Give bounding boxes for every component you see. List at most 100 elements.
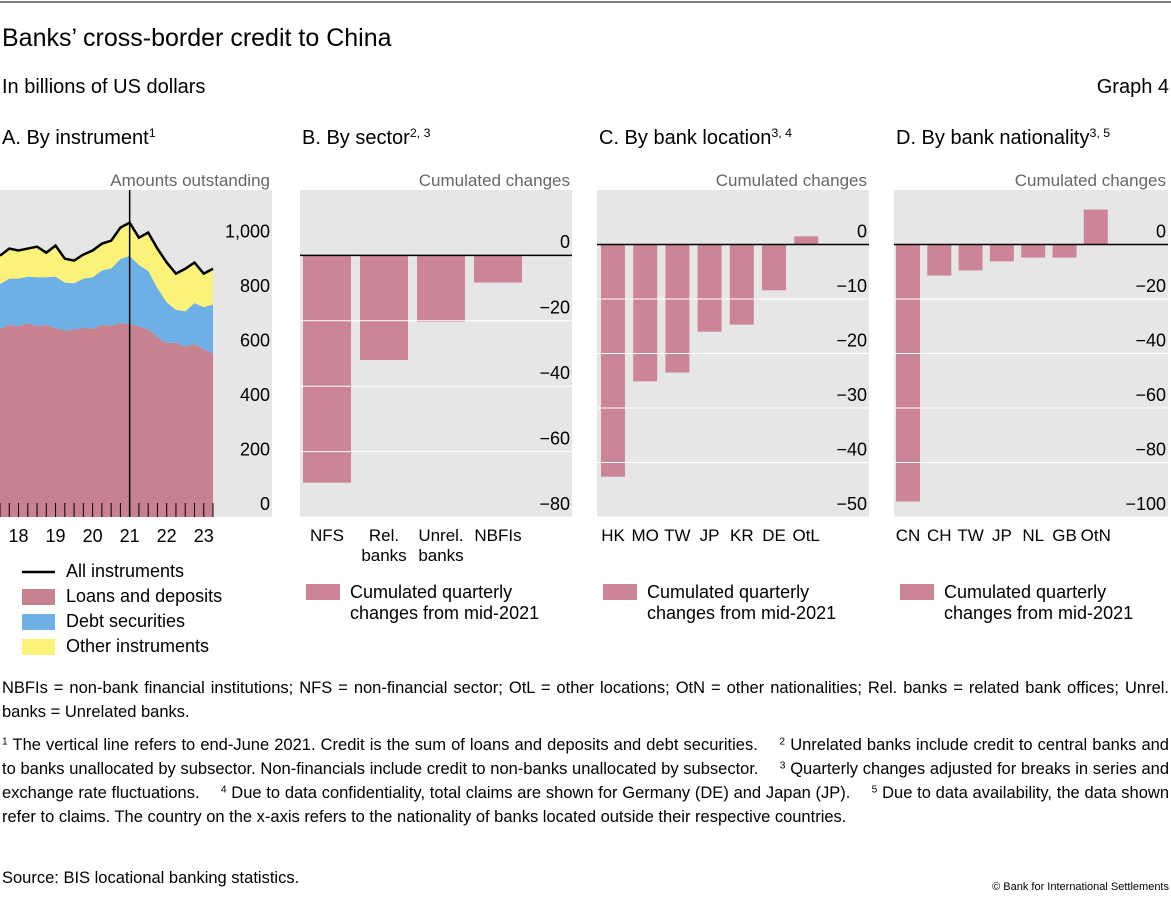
bar: [417, 255, 465, 322]
x-tick-label: DE: [762, 526, 786, 545]
x-tick-label: NBFIs: [474, 526, 522, 545]
x-tick-label: NL: [1022, 526, 1045, 545]
y-tick-label: 0: [260, 494, 270, 514]
x-tick-label: MO: [631, 526, 659, 545]
bar: [1052, 244, 1077, 258]
x-tick-label: NFS: [310, 526, 344, 545]
x-tick-label: CN: [895, 526, 921, 545]
legend-label: Cumulated quarterly changes from mid-202…: [944, 582, 1134, 623]
bar: [762, 244, 786, 291]
bar: [633, 244, 658, 382]
footnote-text: Due to data availability, the data shown…: [2, 784, 1170, 826]
x-tick-label: Rel. banks: [361, 526, 407, 565]
panel-title-note: 3, 4: [771, 126, 792, 141]
abbreviations: NBFIs = non-bank financial institutions;…: [2, 679, 1169, 721]
bar: [958, 244, 983, 271]
bar: [989, 244, 1014, 262]
y-tick-label: −50: [836, 494, 867, 514]
bar: [360, 255, 408, 361]
x-tick-label: TW: [957, 526, 984, 545]
y-tick-label: −20: [1135, 276, 1166, 296]
bar: [665, 244, 690, 373]
x-tick-label: 20: [83, 526, 103, 546]
bar: [896, 244, 920, 502]
footnote-text: The vertical line refers to end-June 202…: [12, 736, 758, 754]
title: Banks’ cross-border credit to China: [2, 24, 392, 52]
y-tick-label: 800: [240, 276, 270, 296]
x-tick-label: 22: [157, 526, 177, 546]
legend-swatch: [22, 614, 55, 630]
footnote-text: Due to data confidentiality, total claim…: [231, 784, 851, 802]
y-tick-label: −30: [836, 385, 867, 405]
x-tick-label: CH: [927, 526, 952, 545]
panel-title-text: A. By instrument: [2, 127, 149, 149]
y-tick-label: −20: [836, 330, 867, 350]
y-tick-label: −60: [1135, 385, 1166, 405]
footnote-marker: 2: [779, 736, 786, 748]
y-tick-label: −40: [1135, 330, 1166, 350]
panel-title-note: 3, 5: [1089, 126, 1111, 141]
bar: [1083, 209, 1108, 245]
panel-title-text: B. By sector: [302, 127, 410, 149]
legend-swatch: [900, 584, 934, 600]
y-tick-label: 0: [857, 221, 867, 241]
legend-label: All instruments: [66, 561, 184, 581]
x-tick-label: HK: [601, 526, 625, 545]
x-tick-label: GB: [1052, 526, 1077, 545]
legend-swatch: [22, 589, 55, 605]
y-tick-label: 0: [1156, 221, 1166, 241]
y-tick-label: −40: [836, 439, 867, 459]
panel-title-text: D. By bank nationality: [896, 127, 1090, 149]
bar: [1021, 244, 1046, 258]
panel-title: A. By instrument1: [2, 126, 156, 149]
footnote-marker: 3: [779, 760, 786, 772]
legend-swatch: [22, 639, 55, 655]
bar: [794, 236, 819, 245]
y-tick-label: 1,000: [225, 221, 270, 241]
legend-label: Cumulated quarterly changes from mid-202…: [647, 582, 837, 623]
footnote-marker: 5: [871, 784, 878, 796]
y-tick-label: −100: [1125, 494, 1166, 514]
y-tick-label: 400: [240, 385, 270, 405]
panel-title: D. By bank nationality3, 5: [896, 126, 1111, 149]
footnote-text: Quarterly changes adjusted for breaks in…: [2, 760, 1170, 802]
x-tick-label: 23: [194, 526, 214, 546]
legend-label: Other instruments: [66, 636, 209, 656]
y-tick-label: −10: [836, 276, 867, 296]
x-tick-label: TW: [664, 526, 691, 545]
area: [0, 322, 213, 517]
y-tick-label: 200: [240, 439, 270, 459]
annotation: Cumulated changes: [418, 171, 570, 190]
y-tick-label: 600: [240, 330, 270, 350]
x-tick-label: JP: [699, 526, 720, 545]
x-tick-label: Unrel. banks: [418, 526, 464, 565]
bar: [927, 244, 952, 276]
area: [0, 255, 213, 354]
y-tick-label: −20: [539, 298, 570, 318]
copyright: © Bank for International Settlements: [992, 881, 1169, 893]
panel-title: C. By bank location3, 4: [599, 126, 792, 148]
x-tick-label: 18: [9, 526, 29, 546]
source: Source: BIS locational banking statistic…: [2, 869, 300, 887]
panel-title-note: 1: [148, 126, 156, 141]
legend-label: Loans and deposits: [66, 586, 222, 606]
y-tick-label: −80: [1135, 439, 1166, 459]
legend-label: Cumulated quarterly changes from mid-202…: [350, 582, 540, 623]
annotation: Cumulated changes: [1014, 171, 1166, 190]
x-tick-label: JP: [991, 526, 1012, 545]
legend-swatch: [306, 584, 340, 600]
bar: [601, 244, 625, 477]
panel-title-note: 2, 3: [409, 126, 431, 141]
footnote-marker: 4: [220, 784, 227, 796]
y-tick-label: −40: [539, 363, 570, 383]
bar: [303, 255, 351, 483]
legend-swatch: [603, 584, 637, 600]
footnote-text: Unrelated banks include credit to centra…: [2, 736, 1169, 778]
x-tick-label: 19: [46, 526, 66, 546]
legend-label: Debt securities: [66, 611, 185, 631]
x-tick-label: 21: [120, 526, 140, 546]
annotation: Amounts outstanding: [110, 171, 270, 190]
annotation: Cumulated changes: [715, 171, 867, 190]
